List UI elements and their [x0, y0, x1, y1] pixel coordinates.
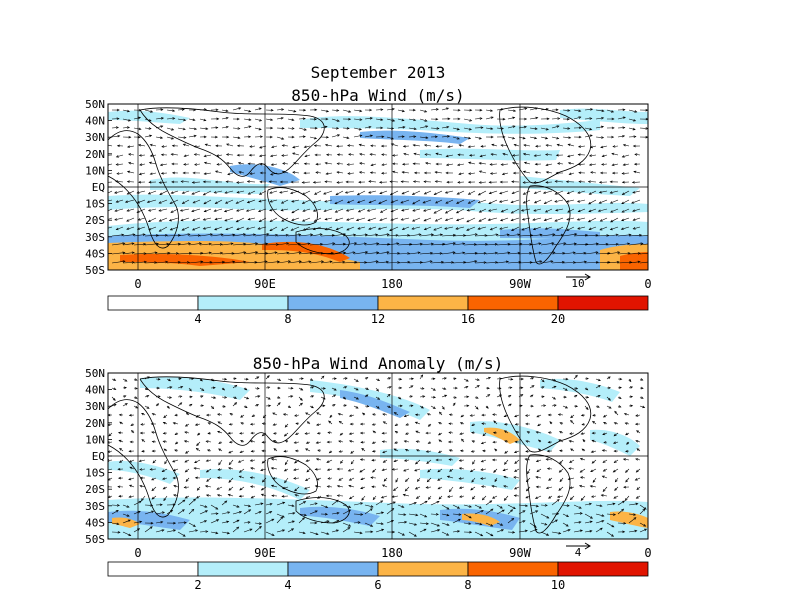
lat-label: 10S — [85, 198, 105, 211]
colorbar-level: 10 — [551, 578, 565, 592]
lat-label: 20S — [85, 214, 105, 227]
colorbar-level: 16 — [461, 312, 475, 326]
lon-label: 0 — [134, 546, 141, 560]
lat-label: 10N — [85, 433, 105, 446]
anomaly-colorbar: 2 4 6 8 10 — [107, 561, 649, 592]
lat-label: 20S — [85, 483, 105, 496]
lat-label: 40N — [85, 115, 105, 128]
anomaly-lat-labels: 50N 40N 30N 20N 10N EQ 10S 20S 30S 40S 50S — [85, 367, 112, 546]
lat-label: 50N — [85, 98, 105, 111]
colorbar-swatch — [107, 295, 199, 311]
colorbar-swatch — [467, 561, 559, 577]
wind-colorbar: 4 8 12 16 20 — [107, 295, 649, 326]
lat-label: 30S — [85, 500, 105, 513]
wind-panel-title: 850-hPa Wind (m/s) — [291, 86, 464, 105]
colorbar-level: 8 — [284, 312, 291, 326]
lat-label: 10N — [85, 164, 105, 177]
colorbar-level: 20 — [551, 312, 565, 326]
colorbar-swatch — [197, 295, 289, 311]
map-gridlines — [108, 373, 648, 539]
lat-label: EQ — [92, 181, 105, 194]
lat-label: 20N — [85, 417, 105, 430]
map-gridlines — [108, 104, 648, 270]
lat-label: 30N — [85, 131, 105, 144]
wind-panel: 850-hPa Wind (m/s) — [85, 86, 651, 326]
lat-label: 40S — [85, 516, 105, 529]
colorbar-swatch — [287, 561, 379, 577]
colorbar-swatch — [557, 561, 649, 577]
colorbar-level: 4 — [284, 578, 291, 592]
colorbar-swatch — [377, 295, 469, 311]
lat-label: 10S — [85, 467, 105, 480]
wind-speed-shading — [108, 104, 648, 270]
colorbar-swatch — [107, 561, 199, 577]
colorbar-level: 2 — [194, 578, 201, 592]
colorbar-level: 8 — [464, 578, 471, 592]
colorbar-swatch — [467, 295, 559, 311]
lat-label: 50N — [85, 367, 105, 380]
lon-label: 90W — [509, 277, 531, 291]
colorbar-level: 4 — [194, 312, 201, 326]
lat-label: 40S — [85, 247, 105, 260]
anomaly-reference-vector: 4 — [566, 542, 591, 559]
lat-label: 40N — [85, 384, 105, 397]
anomaly-vectors — [108, 374, 648, 537]
wind-lon-labels: 0 90E 180 90W 0 — [134, 277, 651, 291]
colorbar-swatch — [377, 561, 469, 577]
lat-label: EQ — [92, 450, 105, 463]
lon-label: 0 — [644, 546, 651, 560]
lat-label: 50S — [85, 533, 105, 546]
continent-outlines — [108, 106, 592, 265]
colorbar-level: 12 — [371, 312, 385, 326]
lat-label: 20N — [85, 148, 105, 161]
wind-reference-vector: 10 — [566, 273, 591, 290]
wind-lat-labels: 50N 40N 30N 20N 10N EQ 10S 20S 30S 40S 50S — [85, 98, 112, 277]
lon-label: 0 — [644, 277, 651, 291]
anomaly-shading — [108, 373, 648, 539]
lon-label: 180 — [381, 277, 403, 291]
wind-vectors — [108, 107, 648, 264]
continent-outlines — [108, 375, 592, 534]
wind-reference-value: 10 — [571, 277, 584, 290]
colorbar-level: 6 — [374, 578, 381, 592]
figure-title: September 2013 — [311, 63, 446, 82]
colorbar-swatch — [287, 295, 379, 311]
lon-label: 180 — [381, 546, 403, 560]
lon-label: 90E — [254, 546, 276, 560]
lon-label: 90W — [509, 546, 531, 560]
colorbar-swatch — [197, 561, 289, 577]
colorbar-swatch — [557, 295, 649, 311]
anomaly-lon-labels: 0 90E 180 90W 0 — [134, 546, 651, 560]
lon-label: 0 — [134, 277, 141, 291]
lat-label: 50S — [85, 264, 105, 277]
anomaly-panel: 850-hPa Wind Anomaly (m/s) — [85, 354, 651, 592]
anomaly-reference-value: 4 — [575, 546, 582, 559]
lon-label: 90E — [254, 277, 276, 291]
lat-label: 30N — [85, 400, 105, 413]
lat-label: 30S — [85, 231, 105, 244]
anomaly-panel-title: 850-hPa Wind Anomaly (m/s) — [253, 354, 503, 373]
